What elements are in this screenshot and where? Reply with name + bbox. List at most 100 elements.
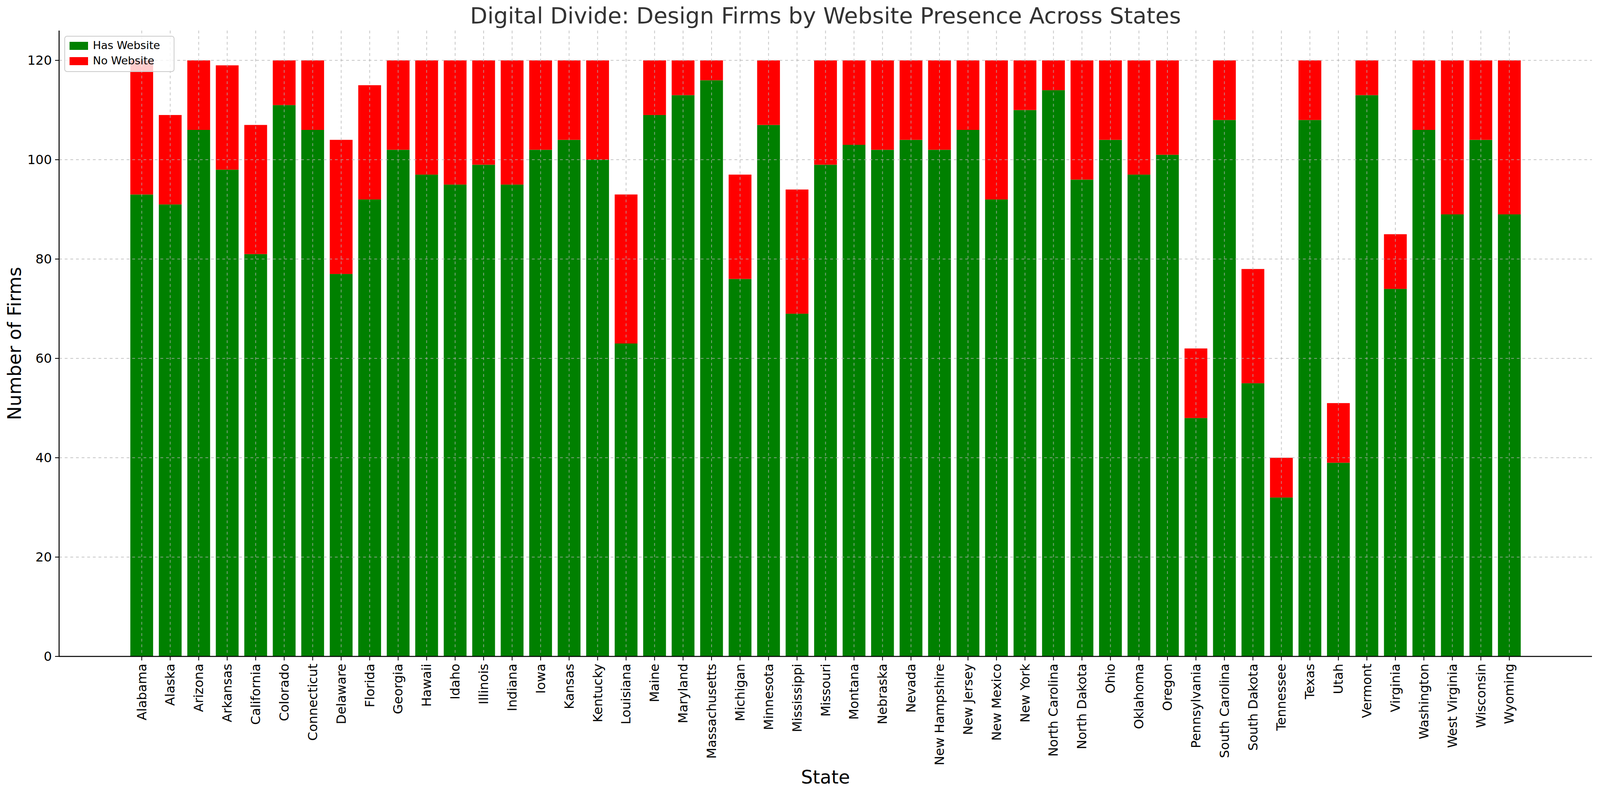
tick [55,258,60,260]
tick-label: Connecticut [305,663,321,741]
bar [842,144,866,657]
tick-label: Oregon [1159,663,1176,711]
tick [711,656,712,661]
legend-label: Has Website [92,38,160,52]
grid-line [1394,30,1396,657]
tick-label: California [248,663,264,725]
grid-line [1109,30,1111,657]
tick-label: Nebraska [874,663,891,725]
tick [654,656,655,661]
tick [426,656,427,661]
tick-label: Kansas [561,663,577,709]
tick [1109,656,1111,661]
grid-line [1309,30,1311,657]
tick-label: South Carolina [1216,663,1233,758]
grid-line [825,30,827,657]
tick [739,656,741,661]
tick [910,656,912,661]
tick-label: Hawaii [418,663,435,707]
tick-label: Wyoming [1501,663,1517,724]
grid-line [1052,30,1054,657]
tick-label: Missouri [818,663,834,717]
tick-label: Washington [1416,663,1432,739]
grid-line [625,30,627,657]
bar [1327,462,1350,657]
tick-label: 120 [27,52,52,68]
tick-label: South Dakota [1245,663,1261,751]
tick [340,656,342,661]
tick [141,656,143,661]
grid-line [1366,30,1368,657]
tick-label: Virginia [1387,663,1404,712]
tick [169,656,171,661]
tick [768,656,770,661]
tick-label: 100 [27,151,52,168]
grid-line [568,30,570,657]
tick [397,656,399,661]
tick-label: Massachusetts [703,663,720,759]
tick [540,656,542,661]
tick [1452,656,1453,661]
grid-line [483,30,485,657]
grid-line [426,30,427,657]
tick-label: New Jersey [960,663,976,735]
tick [1423,656,1425,661]
grid-line [397,30,399,657]
grid-line [226,30,228,657]
grid-line [711,30,712,657]
grid-line [853,30,855,657]
grid-line [1167,30,1168,657]
tick-label: Indiana [504,663,520,711]
tick [1195,656,1197,661]
tick-label: 80 [35,251,52,267]
grid-line [654,30,655,657]
tick [1366,656,1368,661]
tick [882,656,883,661]
grid-line [1337,30,1339,657]
tick [1052,656,1054,661]
tick-label: Maine [646,663,663,702]
tick-label: Delaware [333,663,349,725]
grid-line [967,30,969,657]
tick [1394,656,1396,661]
tick-label: Kentucky [590,663,606,723]
tick-label: Idaho [447,663,463,700]
tick-label: Minnesota [761,663,777,730]
tick-label: Florida [362,663,378,708]
x-axis-label: State [801,765,851,788]
tick-label: North Carolina [1045,663,1061,757]
tick [55,59,60,61]
tick-label: New York [1017,663,1033,723]
tick-label: Michigan [732,663,748,721]
tick [1024,656,1026,661]
tick-label: 60 [35,350,52,366]
tick [939,656,940,661]
legend: Has Website No Website [64,36,175,72]
tick [796,656,798,661]
tick-label: Montana [846,663,862,720]
tick-label: Maryland [675,663,691,723]
legend-swatch [69,57,89,66]
tick-label: North Dakota [1074,663,1090,749]
tick [255,656,257,661]
grid-line [59,159,1592,160]
legend-label: No Website [92,54,155,67]
tick [55,159,60,160]
tick [55,457,60,458]
tick [597,656,599,661]
tick-label: Illinois [475,663,492,705]
tick-label: West Virginia [1444,663,1461,748]
tick [853,656,855,661]
tick [1480,656,1482,661]
grid-line [141,30,143,657]
chart: Digital Divide: Design Firms by Website … [0,0,1600,796]
grid-line [169,30,171,657]
tick-label: New Mexico [988,663,1005,741]
tick [1081,656,1083,661]
bar [756,125,780,657]
tick [226,656,228,661]
tick [55,357,60,359]
grid-line [939,30,940,657]
tick [283,656,285,661]
tick-label: Pennsylvania [1188,663,1204,748]
